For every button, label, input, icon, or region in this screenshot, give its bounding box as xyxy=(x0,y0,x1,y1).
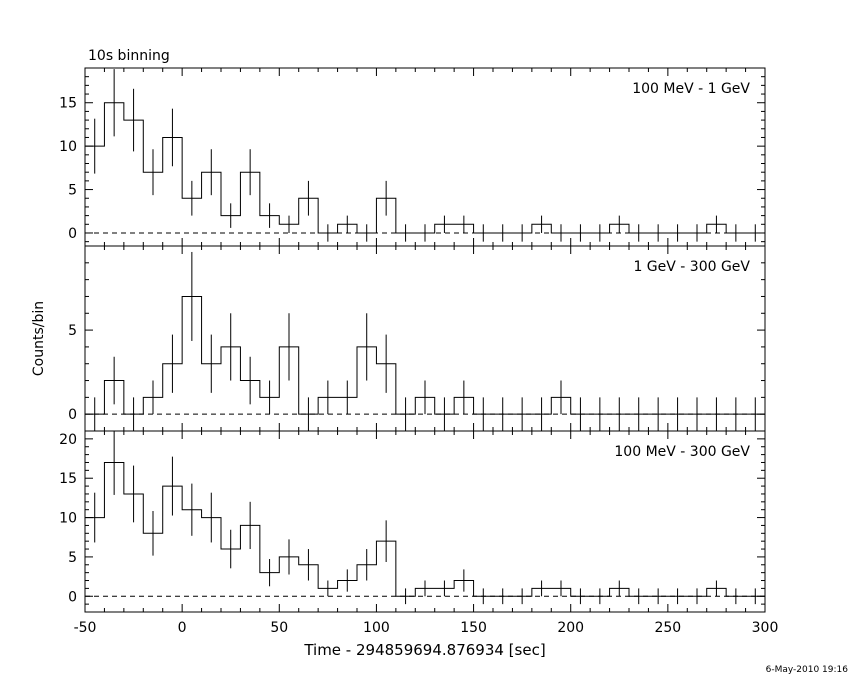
panel-label: 100 MeV - 300 GeV xyxy=(614,444,750,460)
binning-label: 10s binning xyxy=(88,48,170,64)
panels: 0 5 10 15 100 MeV - 1 GeV 0 5 1 GeV - 300 GeV Co… xyxy=(31,67,779,659)
panel-label: 100 MeV - 1 GeV xyxy=(632,81,750,97)
x-tick-label: -50 xyxy=(74,620,97,636)
x-tick-label: 200 xyxy=(557,620,584,636)
y-tick-label: 0 xyxy=(68,589,77,605)
x-tick-label: 100 xyxy=(363,620,390,636)
x-axis-label: Time - 294859694.876934 [sec] xyxy=(303,641,545,659)
histogram-series xyxy=(85,295,765,415)
y-tick-label: 5 xyxy=(68,550,77,566)
panel-label: 1 GeV - 300 GeV xyxy=(633,259,750,275)
x-tick-label: 300 xyxy=(752,620,779,636)
x-tick-label: 50 xyxy=(270,620,288,636)
x-tick-label: 250 xyxy=(654,620,681,636)
y-tick-label: 20 xyxy=(59,432,77,448)
footer-timestamp: 6-May-2010 19:16 xyxy=(766,665,849,675)
y-tick-label: 5 xyxy=(68,183,77,199)
x-tick-label: 0 xyxy=(178,620,187,636)
y-tick-label: 10 xyxy=(59,511,77,527)
x-tick-label: 150 xyxy=(460,620,487,636)
y-tick-label: 10 xyxy=(59,139,77,155)
y-tick-label: 15 xyxy=(59,96,77,112)
y-axis-label: Counts/bin xyxy=(31,301,47,376)
panel-frame xyxy=(84,430,766,613)
panel-1: 0 5 10 15 100 MeV - 1 GeV xyxy=(59,67,766,247)
histogram-series xyxy=(85,102,765,234)
y-tick-label: 15 xyxy=(59,471,77,487)
panel-3: 0 5 10 15 20 100 MeV - 300 GeV -50 0 50 100 150 200… xyxy=(59,430,779,659)
histogram-series xyxy=(85,461,765,597)
y-tick-label: 0 xyxy=(68,407,77,423)
panel-2: 0 5 1 GeV - 300 GeV Counts/bin xyxy=(31,245,766,432)
y-tick-label: 0 xyxy=(68,226,77,242)
y-tick-label: 5 xyxy=(68,323,77,339)
